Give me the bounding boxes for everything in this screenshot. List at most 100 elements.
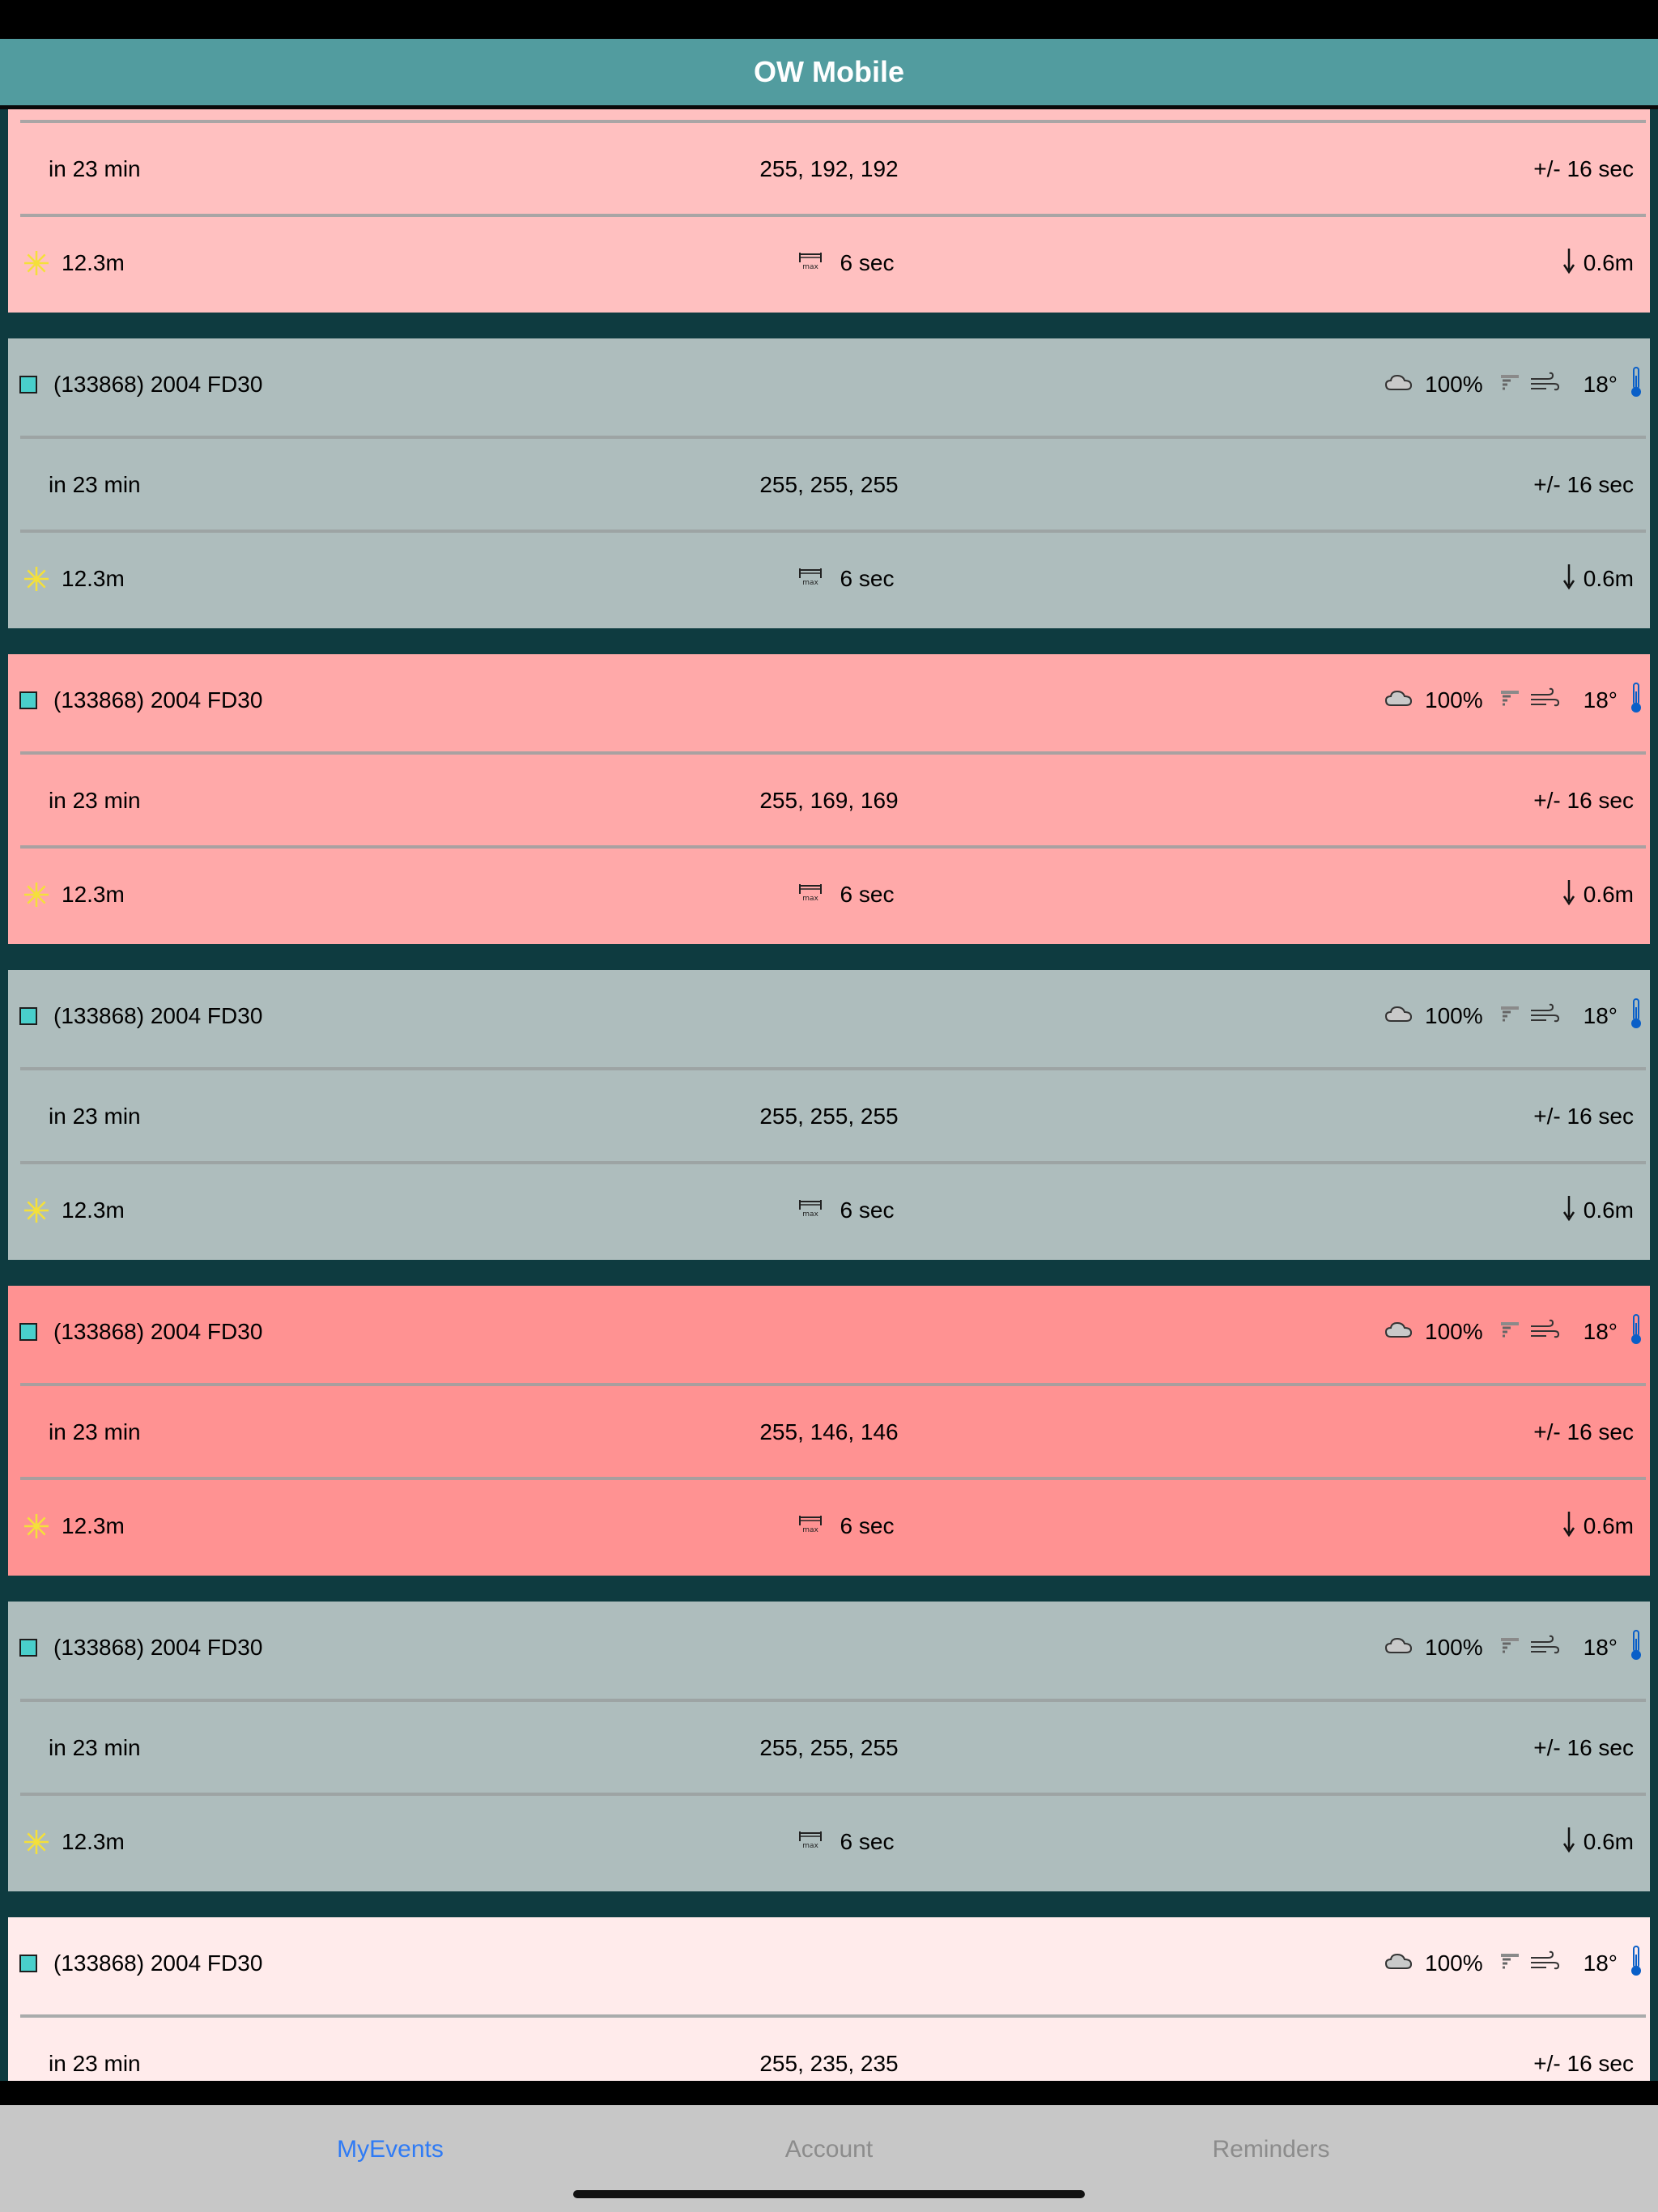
- event-card[interactable]: (133868) 2004 FD30 100% 18° in 23 min 255, 1…: [8, 654, 1650, 944]
- cloud-icon: [1384, 1003, 1414, 1030]
- thermometer-icon: [1629, 1945, 1643, 1983]
- max-duration-icon: max: [797, 1197, 824, 1223]
- event-time-row: in 23 min 255, 192, 192 +/- 16 sec: [8, 123, 1650, 215]
- thermometer-icon: [1629, 366, 1643, 404]
- wind-icon: [1528, 371, 1559, 399]
- event-header-row: (133868) 2004 FD30 100% 18°: [8, 1917, 1650, 2010]
- checkbox-icon[interactable]: [19, 1639, 37, 1657]
- rain-icon: [1498, 1003, 1522, 1030]
- down-arrow-icon: [1562, 247, 1575, 280]
- sun-icon: [23, 1828, 50, 1856]
- max-duration-icon: max: [797, 250, 824, 276]
- event-card[interactable]: (133868) 2004 FD30 100% 18° in 23 min 255, 2…: [8, 1602, 1650, 1891]
- svg-text:max: max: [802, 1526, 818, 1534]
- thermometer-icon: [1629, 1313, 1643, 1351]
- row-divider: [20, 1383, 1646, 1386]
- row-divider: [20, 751, 1646, 755]
- tab-account[interactable]: Account: [784, 2136, 874, 2163]
- thermometer-icon: [1629, 1629, 1643, 1667]
- max-duration-icon: max: [797, 1829, 824, 1855]
- svg-text:max: max: [802, 895, 818, 902]
- cloud-cover-value: 100%: [1425, 372, 1483, 397]
- event-name: (133868) 2004 FD30: [53, 1950, 263, 1976]
- row-divider: [20, 1161, 1646, 1164]
- event-name: (133868) 2004 FD30: [53, 372, 263, 397]
- event-color-value: 255, 192, 192: [759, 156, 899, 181]
- time-uncertainty: +/- 16 sec: [1533, 1419, 1634, 1444]
- temperature-value: 18°: [1583, 372, 1618, 397]
- event-name: (133868) 2004 FD30: [53, 1319, 263, 1344]
- svg-text:max: max: [802, 263, 818, 270]
- checkbox-icon[interactable]: [19, 691, 37, 709]
- cloud-icon: [1384, 1635, 1414, 1661]
- nav-divider: [0, 105, 1658, 109]
- event-header-row: (133868) 2004 FD30 100% 18°: [8, 970, 1650, 1062]
- events-list[interactable]: in 23 min 255, 192, 192 +/- 16 sec 12.3m max…: [0, 109, 1658, 2081]
- rain-icon: [1498, 1950, 1522, 1977]
- row-divider: [20, 120, 1646, 123]
- event-card[interactable]: (133868) 2004 FD30 100% 18° in 23 min 255, 2…: [8, 970, 1650, 1260]
- sun-icon: [23, 565, 50, 593]
- event-detail-row: 12.3m max 6 sec 0.6m: [8, 1480, 1650, 1572]
- event-card[interactable]: (133868) 2004 FD30 100% 18° in 23 min 255, 1…: [8, 1286, 1650, 1576]
- event-name: (133868) 2004 FD30: [53, 1635, 263, 1660]
- cloud-icon: [1384, 1950, 1414, 1977]
- event-card[interactable]: (133868) 2004 FD30 100% 18° in 23 min 255, 2…: [8, 1917, 1650, 2081]
- row-divider: [20, 1067, 1646, 1070]
- home-indicator: [573, 2190, 1085, 2198]
- row-divider: [20, 845, 1646, 849]
- rain-icon: [1498, 687, 1522, 714]
- max-duration: 6 sec: [840, 882, 895, 907]
- event-color-value: 255, 146, 146: [759, 1419, 899, 1444]
- event-time-row: in 23 min 255, 255, 255 +/- 16 sec: [8, 1702, 1650, 1794]
- event-detail-row: 12.3m max 6 sec 0.6m: [8, 1796, 1650, 1888]
- max-duration-icon: max: [797, 882, 824, 908]
- event-detail-row: 12.3m max 6 sec 0.6m: [8, 533, 1650, 625]
- event-time-row: in 23 min 255, 169, 169 +/- 16 sec: [8, 755, 1650, 847]
- event-time-row: in 23 min 255, 255, 255 +/- 16 sec: [8, 1070, 1650, 1163]
- tab-reminders[interactable]: Reminders: [1212, 2136, 1330, 2163]
- event-color-value: 255, 235, 235: [759, 2051, 899, 2076]
- rain-icon: [1498, 1319, 1522, 1346]
- event-name: (133868) 2004 FD30: [53, 1003, 263, 1028]
- down-arrow-icon: [1562, 878, 1575, 912]
- down-arrow-icon: [1562, 1826, 1575, 1859]
- star-magnitude: 12.3m: [62, 1197, 125, 1223]
- temperature-value: 18°: [1583, 1950, 1618, 1976]
- event-header-row: (133868) 2004 FD30 100% 18°: [8, 1286, 1650, 1378]
- time-uncertainty: +/- 16 sec: [1533, 156, 1634, 181]
- max-duration-icon: max: [797, 566, 824, 592]
- svg-text:max: max: [802, 579, 818, 586]
- tab-myevents[interactable]: MyEvents: [337, 2136, 444, 2163]
- row-divider: [20, 214, 1646, 217]
- event-time: in 23 min: [49, 156, 141, 181]
- cloud-icon: [1384, 1319, 1414, 1346]
- wind-icon: [1528, 1634, 1559, 1662]
- checkbox-icon[interactable]: [19, 1955, 37, 1972]
- max-duration: 6 sec: [840, 1197, 895, 1223]
- checkbox-icon[interactable]: [19, 1323, 37, 1341]
- event-time: in 23 min: [49, 1735, 141, 1760]
- row-divider: [20, 1477, 1646, 1480]
- event-card[interactable]: (133868) 2004 FD30 100% 18° in 23 min 255, 2…: [8, 338, 1650, 628]
- magnitude-drop: 0.6m: [1583, 882, 1634, 907]
- cloud-cover-value: 100%: [1425, 1003, 1483, 1028]
- star-magnitude: 12.3m: [62, 1513, 125, 1538]
- rain-icon: [1498, 1635, 1522, 1661]
- event-color-value: 255, 255, 255: [759, 1735, 899, 1760]
- navigation-bar: OW Mobile: [0, 39, 1658, 105]
- wind-icon: [1528, 687, 1559, 715]
- event-time-row: in 23 min 255, 235, 235 +/- 16 sec: [8, 2018, 1650, 2081]
- row-divider: [20, 530, 1646, 533]
- down-arrow-icon: [1562, 1510, 1575, 1543]
- sun-icon: [23, 881, 50, 908]
- event-time: in 23 min: [49, 1419, 141, 1444]
- magnitude-drop: 0.6m: [1583, 1829, 1634, 1854]
- thermometer-icon: [1629, 682, 1643, 720]
- event-time: in 23 min: [49, 788, 141, 813]
- event-card[interactable]: in 23 min 255, 192, 192 +/- 16 sec 12.3m max…: [8, 109, 1650, 313]
- checkbox-icon[interactable]: [19, 1007, 37, 1025]
- checkbox-icon[interactable]: [19, 376, 37, 393]
- time-uncertainty: +/- 16 sec: [1533, 472, 1634, 497]
